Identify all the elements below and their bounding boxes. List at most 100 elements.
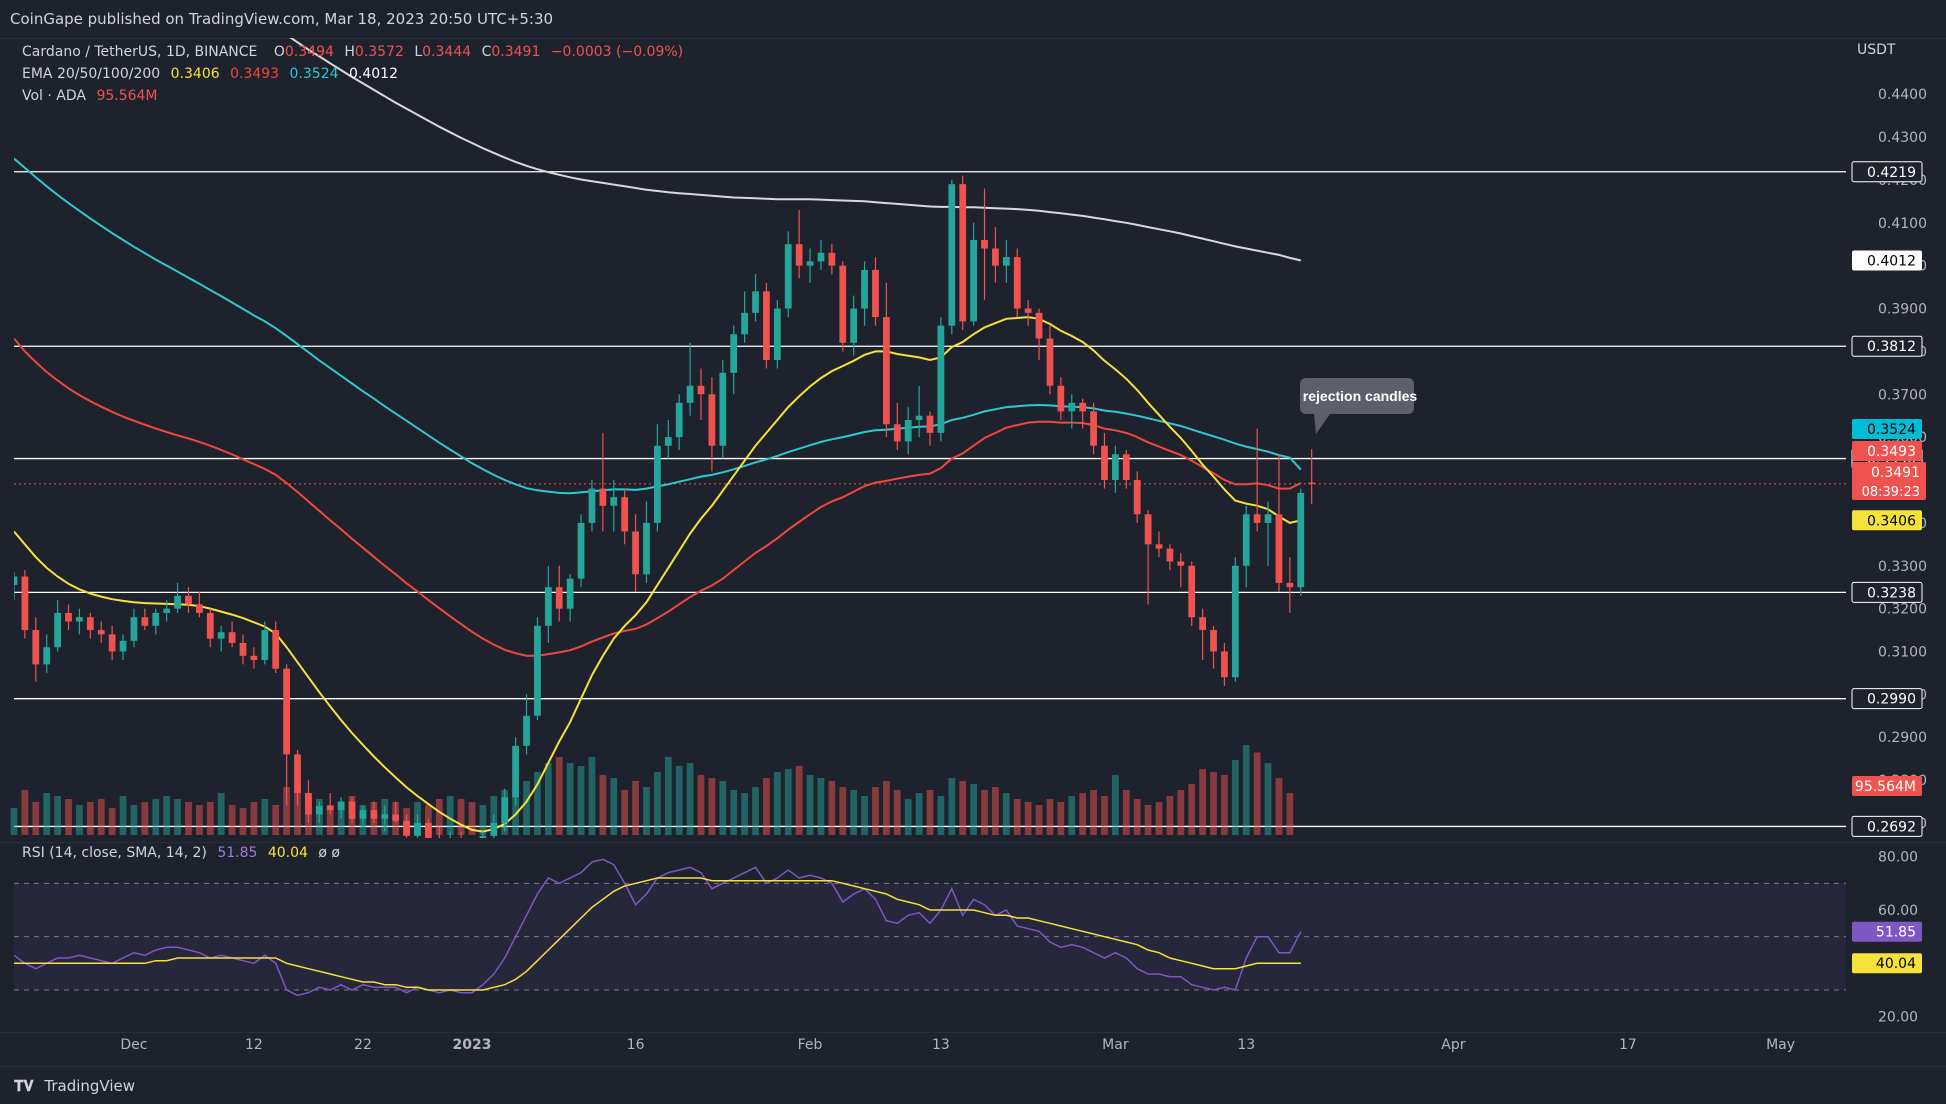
candle xyxy=(86,612,94,639)
annotation-text: rejection candles xyxy=(1303,388,1418,404)
volume-bar xyxy=(76,805,83,835)
candle xyxy=(959,175,967,330)
symbol-legend[interactable]: Cardano / TetherUS, 1D, BINANCE O0.3494 … xyxy=(22,44,689,60)
candle xyxy=(1231,557,1239,682)
candle xyxy=(206,608,214,648)
candle xyxy=(228,621,236,648)
volume-bar xyxy=(108,808,116,835)
volume-bar xyxy=(795,766,803,835)
candle xyxy=(381,805,389,832)
rsi-tick-label: 80.00 xyxy=(1878,850,1918,866)
publish-text: CoinGape published on TradingView.com, M… xyxy=(10,10,554,28)
candle xyxy=(1068,394,1076,429)
level-badge: 0.4219 xyxy=(1851,161,1923,183)
level-badge: 0.2990 xyxy=(1851,688,1923,710)
candle xyxy=(817,239,825,270)
low-value: 0.3444 xyxy=(422,44,472,60)
volume-bar xyxy=(97,799,105,835)
rsi-sma-line xyxy=(14,877,1301,991)
svg-text:0.3812: 0.3812 xyxy=(1867,339,1916,355)
candle xyxy=(1155,531,1163,558)
volume-bar xyxy=(970,784,977,835)
candle xyxy=(1242,505,1250,588)
svg-text:95.564M: 95.564M xyxy=(1855,779,1916,795)
volume-bar xyxy=(675,766,683,835)
candle xyxy=(534,617,541,721)
candle xyxy=(643,501,650,583)
candle xyxy=(1275,454,1283,592)
volume-bar xyxy=(1286,793,1294,835)
volume-bar xyxy=(893,790,901,835)
volume-bar xyxy=(632,781,639,835)
candle xyxy=(773,299,781,369)
candle xyxy=(719,359,727,459)
time-tick-label: 17 xyxy=(1619,1037,1637,1053)
volume-bar xyxy=(861,796,868,835)
svg-text:08:39:23: 08:39:23 xyxy=(1862,485,1920,500)
volume-bar xyxy=(1199,769,1206,835)
vol-label[interactable]: Vol · ADA xyxy=(22,88,86,104)
footer-divider xyxy=(0,1066,1946,1067)
tradingview-logo-icon: 𝐓𝐕 xyxy=(14,1077,34,1095)
candle xyxy=(54,600,61,652)
volume-bar xyxy=(163,796,171,835)
high-label: H xyxy=(344,44,355,60)
volume-bar xyxy=(54,796,61,835)
candle xyxy=(315,801,323,823)
level-badge: 0.3238 xyxy=(1851,581,1923,603)
price-tick-label: 0.3300 xyxy=(1878,559,1927,575)
time-axis[interactable]: Dec 12 22 2023 16 Feb 13 Mar 13 Apr 17 May xyxy=(0,1032,1946,1067)
candle xyxy=(425,818,432,838)
candle xyxy=(708,377,716,472)
volume-legend[interactable]: Vol · ADA 95.564M xyxy=(22,88,164,104)
volume-bar xyxy=(588,757,596,835)
volume-bar xyxy=(468,802,476,835)
volume-bar xyxy=(1231,760,1239,835)
publish-header: CoinGape published on TradingView.com, M… xyxy=(0,0,1946,38)
candle xyxy=(926,411,934,446)
volume-bar xyxy=(119,796,127,835)
close-label: C xyxy=(481,44,492,60)
rsi-legend[interactable]: RSI (14, close, SMA, 14, 2) 51.85 40.04 … xyxy=(22,845,346,861)
candle xyxy=(664,419,672,459)
price-tick-label: 0.3900 xyxy=(1878,302,1927,318)
candle xyxy=(763,282,770,369)
candle xyxy=(861,261,868,326)
rsi-value: 51.85 xyxy=(217,845,258,861)
volume-bar xyxy=(621,790,629,835)
volume-bar xyxy=(566,763,574,835)
svg-text:0.2692: 0.2692 xyxy=(1867,819,1916,835)
volume-bar xyxy=(1210,772,1217,835)
candle xyxy=(1112,445,1119,493)
candle xyxy=(119,634,127,661)
candle xyxy=(1308,449,1316,505)
rsi-label[interactable]: RSI (14, close, SMA, 14, 2) xyxy=(22,845,207,861)
volume-bar xyxy=(763,778,770,835)
candle xyxy=(272,621,280,673)
price-tick-label: 0.2900 xyxy=(1878,730,1927,746)
volume-bar xyxy=(577,766,585,835)
candle xyxy=(1035,308,1043,360)
volume-bar xyxy=(948,778,956,835)
volume-bar xyxy=(457,799,465,835)
xaxis-divider xyxy=(0,1032,1946,1033)
volume-bar xyxy=(883,781,890,835)
symbol-name[interactable]: Cardano / TetherUS, 1D, BINANCE xyxy=(22,44,258,60)
volume-bar xyxy=(206,802,214,835)
ema-legend[interactable]: EMA 20/50/100/200 0.3406 0.3493 0.3524 0… xyxy=(22,66,404,82)
ema200-line xyxy=(280,32,1302,262)
candle xyxy=(1024,299,1032,326)
volume-bar xyxy=(937,796,945,835)
volume-bar xyxy=(1166,796,1174,835)
candle xyxy=(1057,377,1065,420)
volume-bar xyxy=(228,805,236,835)
volume-bar xyxy=(479,805,487,835)
candle xyxy=(675,394,683,450)
volume-bar xyxy=(773,772,781,835)
volume-bar xyxy=(926,790,934,835)
ema-label[interactable]: EMA 20/50/100/200 xyxy=(22,66,161,82)
volume-bar xyxy=(446,796,454,835)
candle xyxy=(981,188,988,300)
volume-bar xyxy=(1057,802,1065,835)
